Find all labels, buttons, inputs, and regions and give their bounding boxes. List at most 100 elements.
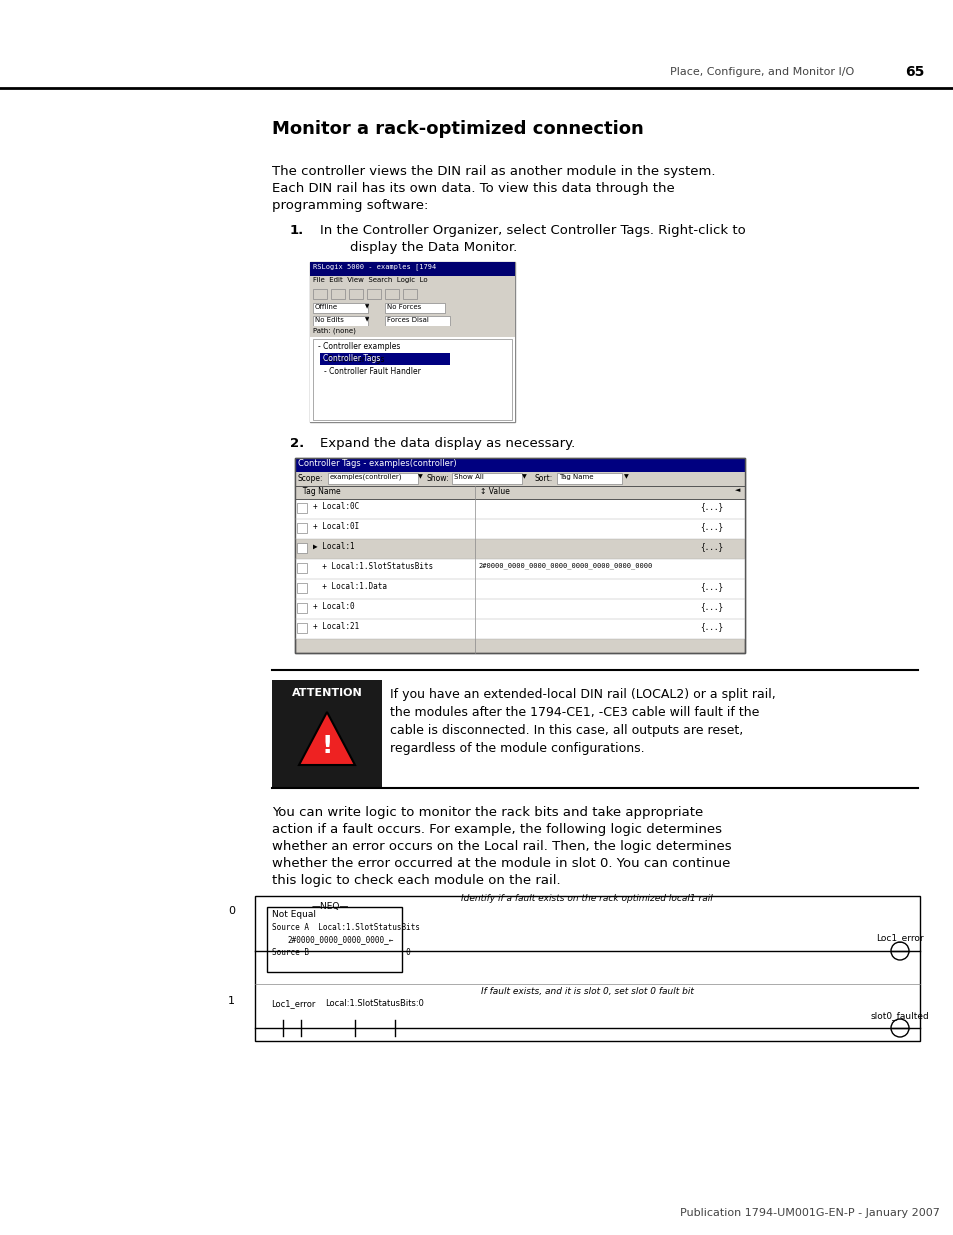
Text: ▼: ▼ (521, 474, 526, 479)
Text: ◄: ◄ (734, 487, 740, 493)
FancyBboxPatch shape (254, 897, 919, 1041)
FancyBboxPatch shape (310, 287, 515, 301)
Text: RSLogix 5000 - examples [1794: RSLogix 5000 - examples [1794 (313, 263, 436, 269)
FancyBboxPatch shape (294, 599, 311, 619)
FancyBboxPatch shape (311, 579, 744, 599)
Text: 65: 65 (904, 65, 923, 79)
Text: + Local:0C: + Local:0C (313, 501, 359, 511)
FancyBboxPatch shape (311, 559, 744, 579)
Text: Expand the data display as necessary.: Expand the data display as necessary. (319, 437, 575, 450)
Text: 1: 1 (228, 995, 234, 1007)
Text: Path: (none): Path: (none) (313, 327, 355, 333)
Text: ▶ Local:1: ▶ Local:1 (313, 542, 355, 551)
Text: Forces Disal: Forces Disal (387, 317, 429, 324)
Text: No Forces: No Forces (387, 304, 421, 310)
FancyBboxPatch shape (267, 906, 401, 972)
Polygon shape (298, 713, 355, 764)
FancyBboxPatch shape (294, 487, 744, 499)
FancyBboxPatch shape (313, 338, 512, 420)
Text: Sort:: Sort: (535, 474, 553, 483)
FancyBboxPatch shape (294, 472, 744, 487)
FancyBboxPatch shape (310, 314, 515, 326)
Text: Scope:: Scope: (297, 474, 323, 483)
Text: {...}: {...} (700, 542, 722, 551)
Text: display the Data Monitor.: display the Data Monitor. (350, 241, 517, 254)
FancyBboxPatch shape (385, 303, 444, 312)
FancyBboxPatch shape (294, 499, 311, 519)
Text: Controller Tags: Controller Tags (323, 354, 380, 363)
Text: ▼: ▼ (365, 317, 369, 322)
Text: Show All: Show All (454, 474, 483, 480)
Text: 2#0000_0000_0000_0000_0000_0000_0000_0000: 2#0000_0000_0000_0000_0000_0000_0000_000… (477, 562, 652, 568)
FancyBboxPatch shape (311, 599, 744, 619)
Text: programming software:: programming software: (272, 199, 428, 212)
Text: Each DIN rail has its own data. To view this data through the: Each DIN rail has its own data. To view … (272, 182, 674, 195)
Text: this logic to check each module on the rail.: this logic to check each module on the r… (272, 874, 560, 887)
FancyBboxPatch shape (331, 289, 345, 299)
Text: whether an error occurs on the Local rail. Then, the logic determines: whether an error occurs on the Local rai… (272, 840, 731, 853)
Text: - Controller Fault Handler: - Controller Fault Handler (324, 367, 420, 375)
FancyBboxPatch shape (328, 473, 417, 484)
FancyBboxPatch shape (296, 622, 307, 634)
FancyBboxPatch shape (294, 619, 311, 638)
FancyBboxPatch shape (310, 301, 515, 314)
FancyBboxPatch shape (402, 289, 416, 299)
FancyBboxPatch shape (349, 289, 363, 299)
Text: Tag Name: Tag Name (297, 487, 340, 496)
Text: Not Equal: Not Equal (272, 910, 315, 919)
Text: + Local:0: + Local:0 (313, 601, 355, 611)
Text: whether the error occurred at the module in slot 0. You can continue: whether the error occurred at the module… (272, 857, 730, 869)
FancyBboxPatch shape (272, 680, 381, 788)
Text: action if a fault occurs. For example, the following logic determines: action if a fault occurs. For example, t… (272, 823, 721, 836)
FancyBboxPatch shape (311, 519, 744, 538)
Text: You can write logic to monitor the rack bits and take appropriate: You can write logic to monitor the rack … (272, 806, 702, 819)
Text: !: ! (321, 734, 333, 758)
Text: Offline: Offline (314, 304, 337, 310)
FancyBboxPatch shape (385, 289, 398, 299)
Text: - Controller examples: - Controller examples (317, 342, 400, 351)
Text: ▼: ▼ (417, 474, 422, 479)
FancyBboxPatch shape (294, 559, 311, 579)
FancyBboxPatch shape (294, 458, 744, 472)
Text: slot0_faulted: slot0_faulted (870, 1011, 928, 1020)
FancyBboxPatch shape (310, 262, 515, 422)
Text: {...}: {...} (700, 601, 722, 611)
Text: No Edits: No Edits (314, 317, 343, 324)
Text: ▼: ▼ (365, 304, 369, 309)
Text: If you have an extended-local DIN rail (LOCAL2) or a split rail,: If you have an extended-local DIN rail (… (390, 688, 775, 701)
Text: Loc1_error: Loc1_error (875, 932, 923, 942)
Text: examples(controller): examples(controller) (330, 474, 402, 480)
Text: Source B                     0: Source B 0 (272, 948, 411, 957)
FancyBboxPatch shape (313, 316, 368, 326)
Text: Place, Configure, and Monitor I/O: Place, Configure, and Monitor I/O (669, 67, 853, 77)
FancyBboxPatch shape (296, 503, 307, 513)
FancyBboxPatch shape (319, 353, 450, 366)
FancyBboxPatch shape (310, 326, 515, 337)
Text: Show:: Show: (427, 474, 449, 483)
Text: ▼: ▼ (623, 474, 628, 479)
FancyBboxPatch shape (367, 289, 380, 299)
Text: + Local:0I: + Local:0I (313, 522, 359, 531)
FancyBboxPatch shape (557, 473, 621, 484)
Text: —NEQ—: —NEQ— (311, 902, 349, 911)
FancyBboxPatch shape (294, 538, 311, 559)
Text: 2.: 2. (290, 437, 304, 450)
Text: + Local:1.Data: + Local:1.Data (313, 582, 387, 592)
FancyBboxPatch shape (311, 499, 744, 519)
FancyBboxPatch shape (310, 337, 515, 422)
FancyBboxPatch shape (294, 579, 311, 599)
Text: {...}: {...} (700, 501, 722, 511)
Text: + Local:1.SlotStatusBits: + Local:1.SlotStatusBits (313, 562, 433, 571)
Text: The controller views the DIN rail as another module in the system.: The controller views the DIN rail as ano… (272, 165, 715, 178)
FancyBboxPatch shape (296, 522, 307, 534)
FancyBboxPatch shape (313, 303, 368, 312)
Text: File  Edit  View  Search  Logic  Lo: File Edit View Search Logic Lo (313, 277, 427, 283)
Text: 0: 0 (228, 906, 234, 916)
FancyBboxPatch shape (313, 289, 327, 299)
FancyBboxPatch shape (296, 563, 307, 573)
FancyBboxPatch shape (385, 316, 450, 326)
FancyBboxPatch shape (310, 262, 515, 275)
Text: ↕ Value: ↕ Value (479, 487, 509, 496)
Text: {...}: {...} (700, 582, 722, 592)
Text: Tag Name: Tag Name (558, 474, 593, 480)
